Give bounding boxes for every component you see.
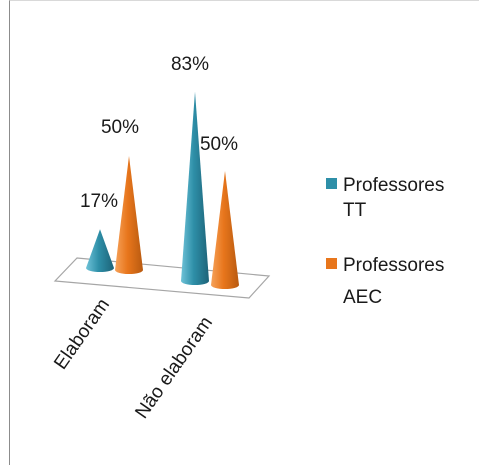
legend-label-professores-tt-line1: Professores: [343, 175, 444, 196]
series-professores-tt: [86, 91, 209, 285]
legend-swatch-professores-tt: [326, 178, 337, 189]
legend-swatch-professores-aec: [326, 258, 337, 269]
cone-nao-elaboram-professores-aec: [211, 171, 239, 289]
data-label-nao-elaboram-professores-tt: 83%: [171, 54, 209, 75]
data-label-nao-elaboram-professores-aec: 50%: [200, 134, 238, 155]
legend-label-professores-aec-line2: AEC: [343, 287, 382, 308]
data-label-elaboram-professores-tt: 17%: [80, 191, 118, 212]
category-label-nao-elaboram: Não elaboram: [131, 313, 217, 423]
category-label-elaboram: Elaboram: [50, 295, 114, 374]
cone-nao-elaboram-professores-tt: [181, 91, 209, 285]
legend-label-professores-tt-line2: TT: [343, 200, 367, 221]
chart-frame: [9, 0, 479, 465]
cone-elaboram-professores-aec: [115, 156, 143, 274]
legend: Professores TT Professores AEC: [326, 175, 444, 308]
series-professores-aec: [115, 156, 239, 289]
data-label-elaboram-professores-aec: 50%: [101, 117, 139, 138]
cone-elaboram-professores-tt: [86, 229, 114, 272]
legend-label-professores-aec-line1: Professores: [343, 255, 444, 276]
